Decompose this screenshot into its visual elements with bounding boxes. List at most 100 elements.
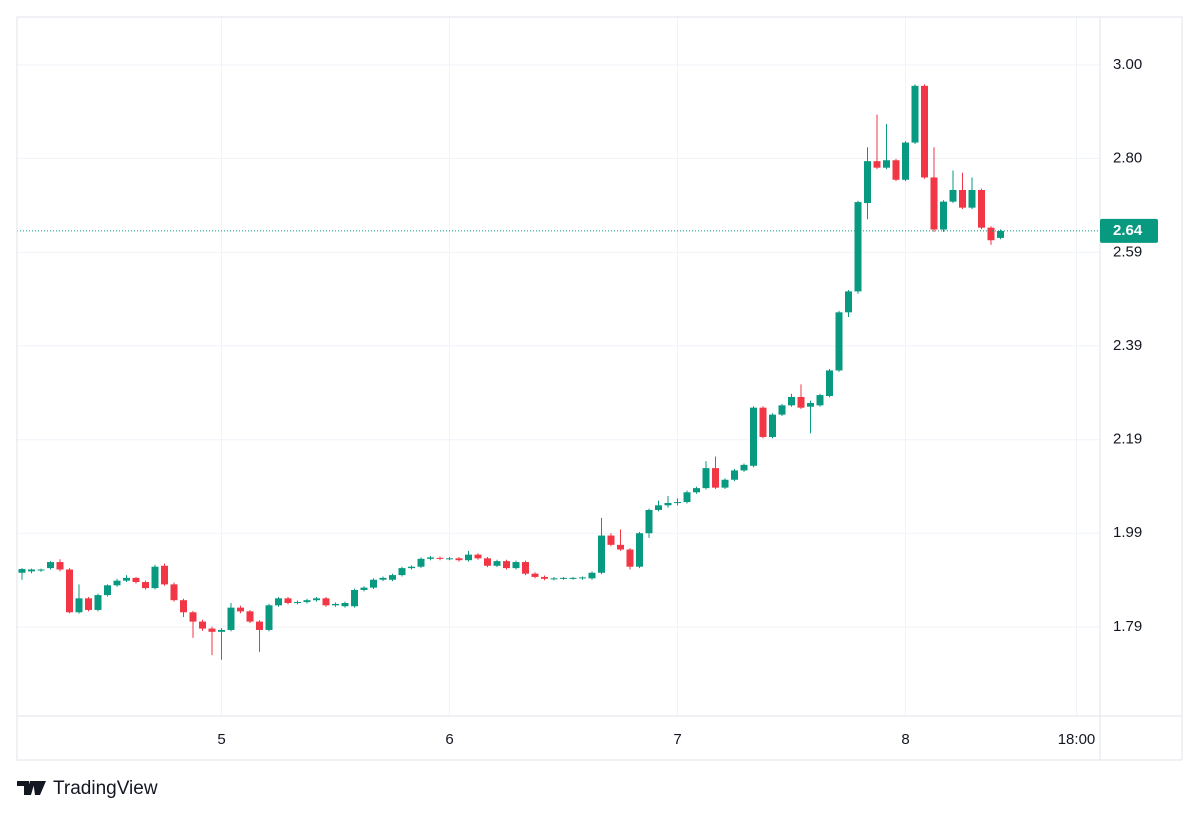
candle-body [170, 584, 178, 601]
candle-body [569, 577, 577, 579]
candle-body [845, 291, 852, 313]
candle-body [303, 600, 311, 603]
candle-body [199, 621, 206, 629]
candle-body [237, 607, 244, 612]
candle-body [598, 535, 605, 573]
candle-body [256, 621, 263, 630]
frame [16, 16, 1183, 761]
candle-body [816, 395, 824, 406]
candle-body [921, 85, 928, 178]
brand-logo [17, 781, 46, 795]
candle-body [379, 577, 387, 580]
candle-body [66, 569, 73, 613]
candle-body [427, 557, 434, 559]
candle-body [750, 407, 757, 466]
candle-body [474, 554, 482, 559]
candle-body [161, 565, 168, 585]
candle-body [408, 566, 415, 569]
candle-body [56, 562, 64, 570]
candle-body [788, 396, 795, 406]
candle-body [712, 468, 719, 488]
candle-body [864, 161, 871, 204]
x-tick-label: 6 [445, 731, 453, 748]
candle-body [531, 573, 539, 577]
candle-body [351, 589, 358, 607]
candle-body [854, 202, 862, 292]
candle-body [85, 598, 92, 610]
candle-body [142, 582, 149, 589]
candle-body [636, 533, 643, 567]
y-tick-label: 2.19 [1113, 431, 1142, 448]
brand-name: TradingView [53, 778, 158, 799]
x-tick-label: 18:00 [1058, 731, 1096, 748]
candle-body [332, 603, 339, 606]
candle-body [227, 607, 235, 630]
candle-body [797, 396, 805, 408]
candle-body [579, 577, 586, 579]
candle-body [18, 569, 26, 573]
candle-body [702, 468, 710, 489]
candle-body [826, 370, 833, 397]
candle-body [759, 407, 767, 437]
candle-body [246, 611, 254, 622]
candle-body [987, 227, 995, 241]
y-tick-label: 2.59 [1113, 243, 1142, 260]
candle-body [104, 585, 111, 596]
candle-body [389, 575, 396, 580]
candle-body [113, 580, 121, 586]
candle-body [360, 587, 368, 590]
candle-body [959, 190, 966, 208]
candle-body [626, 549, 634, 567]
candle-body [484, 558, 491, 566]
candle-body [132, 577, 140, 583]
candle-body [740, 464, 748, 471]
axes: 3.00 2.80 2.59 2.39 2.19 1.99 1.79 5 6 7 8 18:00 2.6… [217, 56, 1158, 748]
candle-body [123, 577, 130, 581]
plot [17, 84, 1100, 660]
candle-body [607, 535, 615, 545]
candle-body [550, 578, 558, 580]
candle-body [560, 577, 567, 579]
candle-body [436, 557, 444, 559]
last-price-label: 2.64 [1113, 222, 1143, 239]
candle-body [284, 598, 292, 603]
candle-body [208, 628, 216, 632]
candle-body [588, 572, 596, 579]
y-tick-label: 3.00 [1113, 56, 1142, 73]
last-price-box [1100, 218, 1158, 243]
candle-body [322, 598, 330, 606]
candle-body [265, 605, 273, 630]
candle-body [721, 479, 729, 488]
candle-body [512, 562, 520, 569]
x-tick-label: 8 [901, 731, 909, 748]
candle-body [28, 569, 35, 572]
candle-body [541, 576, 548, 579]
y-tick-label: 2.39 [1113, 337, 1142, 354]
candle-body [911, 85, 919, 143]
candle-body [189, 612, 197, 622]
candle-body [180, 600, 187, 613]
candle-body [275, 598, 282, 606]
candle-body [94, 595, 102, 610]
candle-body [341, 602, 349, 607]
candle-body [949, 190, 957, 202]
candle-body [769, 414, 776, 437]
y-tick-label: 1.99 [1113, 524, 1142, 541]
candle-body [370, 579, 377, 588]
candle-body [902, 142, 909, 180]
candle-body [997, 230, 1004, 238]
candle-body [75, 598, 83, 613]
candle-body [455, 558, 463, 561]
candle-body [398, 568, 406, 576]
grid [17, 17, 1100, 716]
candle-body [655, 505, 662, 510]
x-tick-label: 7 [673, 731, 681, 748]
candle-body [47, 562, 54, 569]
candle-body [873, 161, 881, 168]
candle-body [417, 558, 425, 567]
candle-body [664, 502, 672, 506]
candle-body [465, 554, 472, 561]
candle-body [778, 405, 786, 415]
candle-body [683, 492, 691, 503]
